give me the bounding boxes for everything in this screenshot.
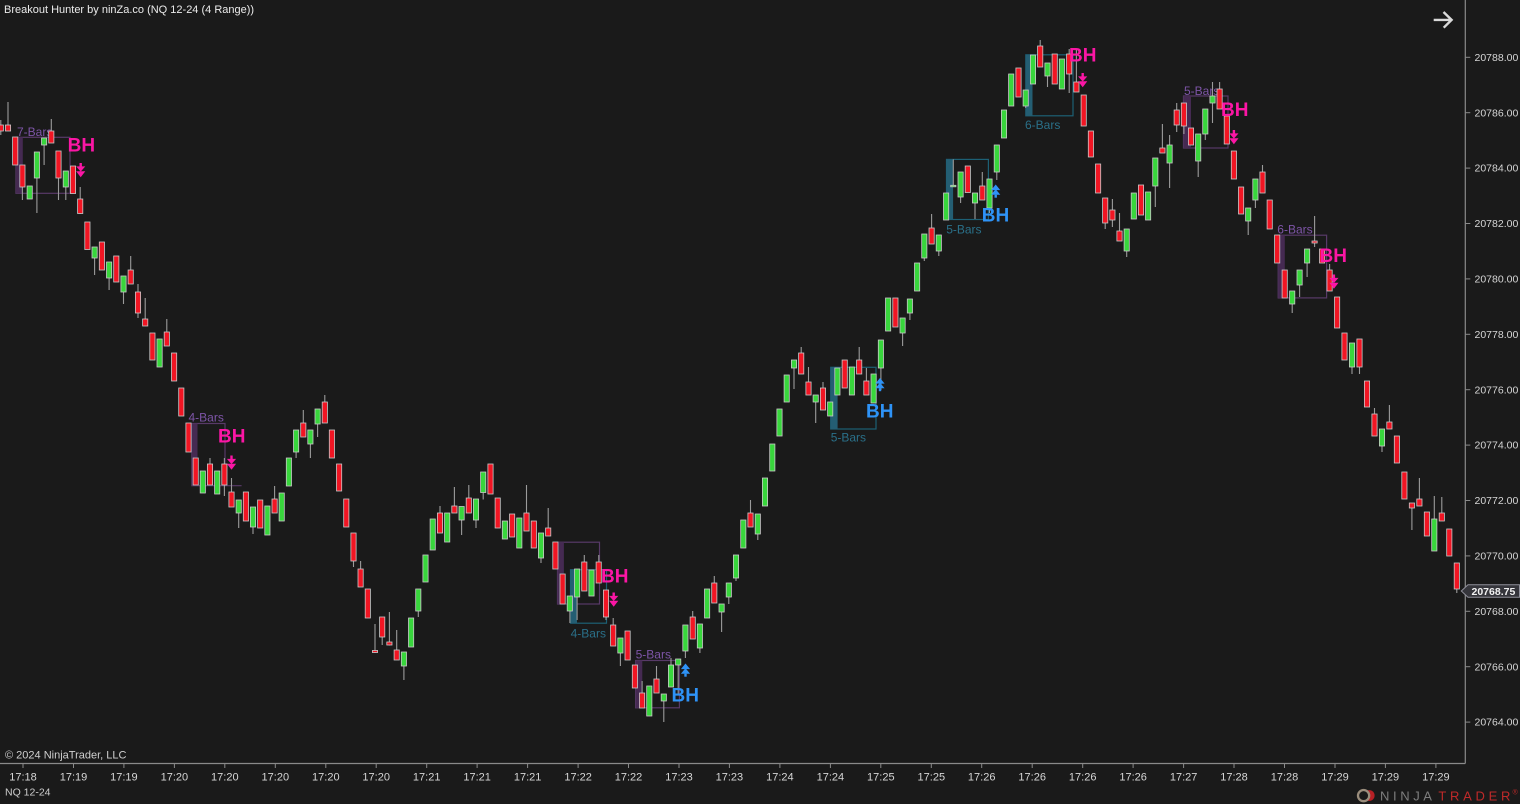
svg-text:17:20: 17:20 [262,772,290,784]
svg-text:© 2024 NinjaTrader, LLC: © 2024 NinjaTrader, LLC [5,750,126,762]
svg-text:6-Bars: 6-Bars [1025,118,1060,132]
svg-text:5-Bars: 5-Bars [946,223,981,237]
svg-text:17:28: 17:28 [1271,772,1299,784]
svg-text:20774.00: 20774.00 [1475,440,1519,452]
svg-text:17:27: 17:27 [1170,772,1198,784]
svg-text:20782.00: 20782.00 [1475,218,1519,230]
svg-text:17:21: 17:21 [514,772,542,784]
svg-text:7-Bars: 7-Bars [17,125,52,139]
svg-text:BH: BH [68,136,95,157]
svg-text:BH: BH [601,567,628,588]
svg-text:17:26: 17:26 [1018,772,1046,784]
svg-text:20788.00: 20788.00 [1475,52,1519,64]
svg-text:17:21: 17:21 [463,772,491,784]
svg-text:17:20: 17:20 [211,772,239,784]
svg-text:20770.00: 20770.00 [1475,551,1519,563]
svg-text:BH: BH [1069,45,1096,66]
svg-text:17:26: 17:26 [1119,772,1147,784]
svg-text:4-Bars: 4-Bars [189,411,224,425]
svg-text:TRADER: TRADER [1438,789,1514,804]
svg-text:17:26: 17:26 [968,772,996,784]
svg-text:17:29: 17:29 [1372,772,1400,784]
svg-text:20768.75: 20768.75 [1472,586,1516,598]
svg-text:17:25: 17:25 [867,772,895,784]
svg-text:17:20: 17:20 [362,772,390,784]
svg-text:20776.00: 20776.00 [1475,384,1519,396]
svg-text:Breakout Hunter by ninZa.co (N: Breakout Hunter by ninZa.co (NQ 12-24 (4… [4,4,254,16]
svg-text:17:19: 17:19 [60,772,88,784]
svg-text:17:23: 17:23 [665,772,693,784]
svg-text:20766.00: 20766.00 [1475,661,1519,673]
svg-text:17:26: 17:26 [1069,772,1097,784]
svg-text:17:28: 17:28 [1220,772,1248,784]
svg-text:17:22: 17:22 [615,772,643,784]
svg-text:5-Bars: 5-Bars [636,648,671,662]
svg-text:6-Bars: 6-Bars [1277,223,1312,237]
svg-text:20772.00: 20772.00 [1475,495,1519,507]
svg-text:4-Bars: 4-Bars [571,626,606,640]
svg-text:17:23: 17:23 [716,772,744,784]
svg-text:17:29: 17:29 [1321,772,1349,784]
svg-text:BH: BH [1221,100,1248,121]
svg-text:20778.00: 20778.00 [1475,329,1519,341]
svg-text:20786.00: 20786.00 [1475,107,1519,119]
svg-text:17:20: 17:20 [312,772,340,784]
svg-text:17:22: 17:22 [564,772,592,784]
svg-text:20764.00: 20764.00 [1475,717,1519,729]
svg-text:17:19: 17:19 [110,772,138,784]
svg-text:20784.00: 20784.00 [1475,163,1519,175]
svg-text:17:25: 17:25 [918,772,946,784]
svg-text:BH: BH [866,402,893,423]
svg-text:20780.00: 20780.00 [1475,274,1519,286]
svg-text:BH: BH [672,686,699,707]
svg-text:20768.00: 20768.00 [1475,606,1519,618]
svg-text:BH: BH [1320,246,1347,267]
svg-text:17:29: 17:29 [1422,772,1450,784]
svg-text:®: ® [1513,789,1519,797]
svg-text:17:24: 17:24 [766,772,794,784]
svg-text:17:24: 17:24 [817,772,845,784]
svg-text:5-Bars: 5-Bars [831,430,866,444]
svg-text:17:21: 17:21 [413,772,441,784]
svg-text:17:18: 17:18 [9,772,37,784]
svg-text:17:20: 17:20 [161,772,189,784]
svg-text:BH: BH [218,427,245,448]
svg-text:NQ 12-24: NQ 12-24 [5,787,51,799]
svg-text:BH: BH [982,206,1009,227]
svg-text:5-Bars: 5-Bars [1184,84,1219,98]
svg-text:NINJA: NINJA [1380,789,1436,804]
